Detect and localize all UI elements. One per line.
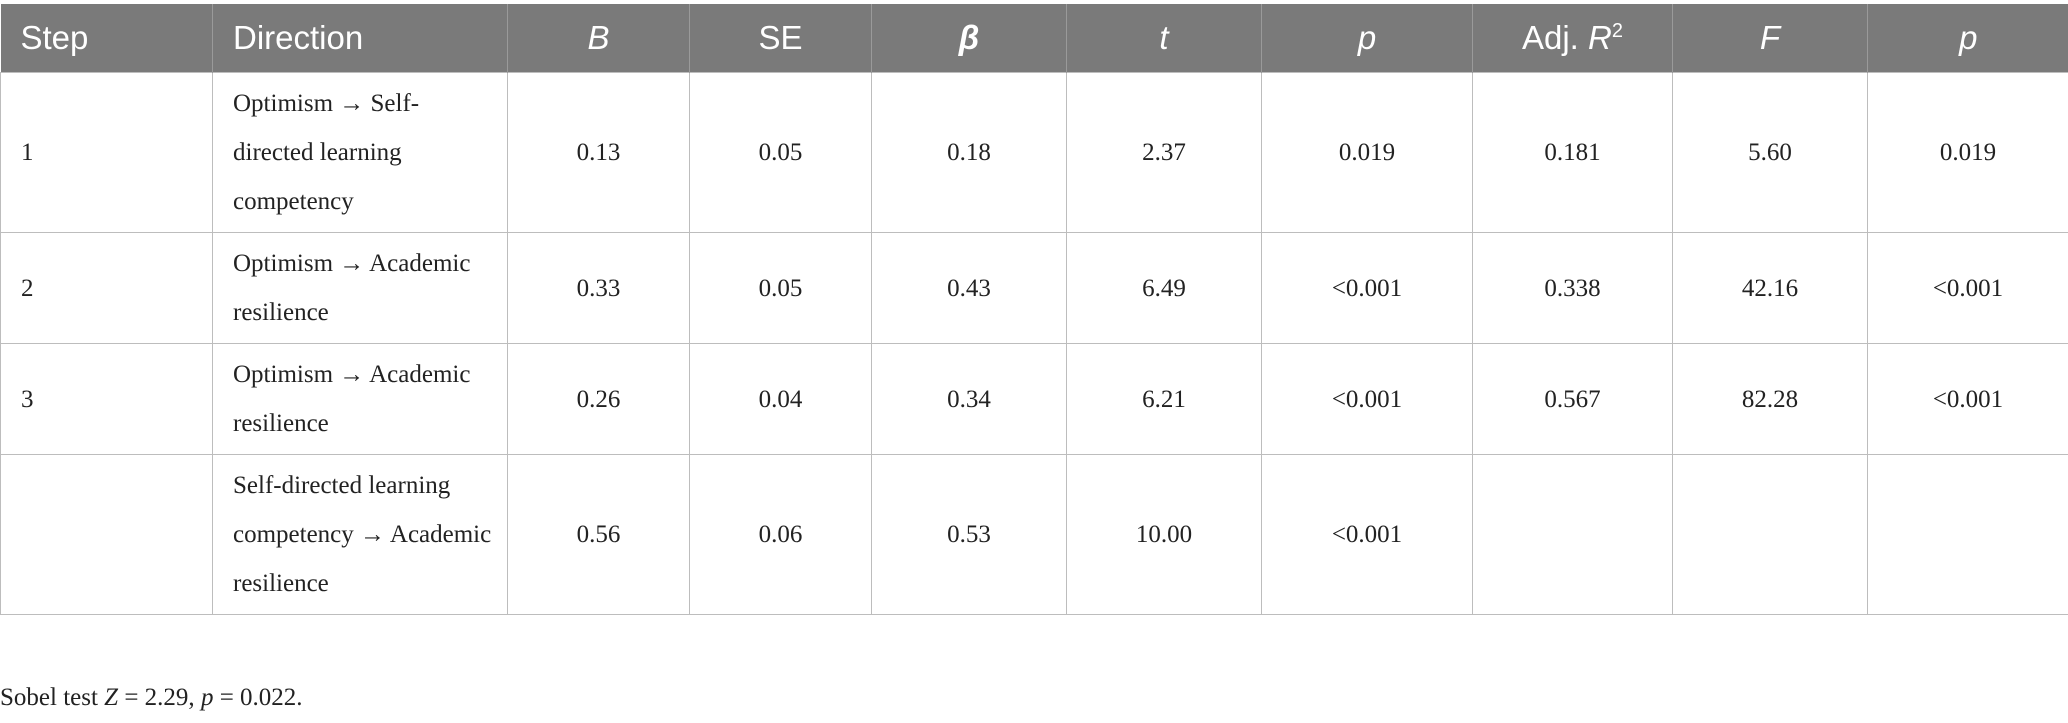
cell-p: 0.019	[1261, 72, 1473, 233]
cell-p: <0.001	[1261, 454, 1473, 615]
header-step: Step	[0, 4, 213, 73]
cell-adj-r2: 0.181	[1472, 72, 1673, 233]
cell-t: 2.37	[1066, 72, 1262, 233]
table-row: 3 Optimism → Academic resilience 0.26 0.…	[0, 343, 2068, 455]
footnote-z-var: Z	[104, 684, 119, 711]
cell-se: 0.05	[689, 72, 872, 233]
cell-f: 42.16	[1672, 232, 1868, 344]
cell-f	[1672, 454, 1868, 615]
header-f: F	[1672, 4, 1868, 73]
cell-b: 0.56	[507, 454, 690, 615]
header-p: p	[1261, 4, 1473, 73]
footnote-p-value: = 0.022.	[213, 684, 303, 711]
footnote-p-var: p	[200, 684, 214, 711]
cell-p: <0.001	[1261, 232, 1473, 344]
cell-direction: Self-directed learning competency → Acad…	[212, 454, 508, 615]
table-body: 1 Optimism → Self-directed learning comp…	[0, 72, 2068, 615]
cell-step: 1	[0, 72, 213, 233]
cell-adj-r2: 0.338	[1472, 232, 1673, 344]
cell-step	[0, 454, 213, 615]
cell-step: 2	[0, 232, 213, 344]
table-row: Self-directed learning competency → Acad…	[0, 454, 2068, 615]
header-p-model: p	[1867, 4, 2068, 73]
cell-beta: 0.53	[871, 454, 1067, 615]
header-t: t	[1066, 4, 1262, 73]
header-adj-r2: Adj. R2	[1472, 4, 1673, 73]
header-row: Step Direction B SE β t p Adj. R2 F p	[0, 4, 2068, 73]
regression-table-container: Step Direction B SE β t p Adj. R2 F p 1 …	[0, 4, 2068, 615]
cell-beta: 0.43	[871, 232, 1067, 344]
cell-adj-r2: 0.567	[1472, 343, 1673, 455]
cell-direction: Optimism → Academic resilience	[212, 232, 508, 344]
cell-se: 0.06	[689, 454, 872, 615]
header-direction: Direction	[212, 4, 508, 73]
cell-p: <0.001	[1261, 343, 1473, 455]
header-se: SE	[689, 4, 872, 73]
table-header: Step Direction B SE β t p Adj. R2 F p	[0, 4, 2068, 73]
cell-p-model: <0.001	[1867, 343, 2068, 455]
table-footnote: Sobel test Z = 2.29, p = 0.022.	[0, 683, 303, 713]
header-beta: β	[871, 4, 1067, 73]
mediation-regression-table: Step Direction B SE β t p Adj. R2 F p 1 …	[0, 4, 2068, 615]
table-row: 2 Optimism → Academic resilience 0.33 0.…	[0, 232, 2068, 344]
cell-b: 0.33	[507, 232, 690, 344]
footnote-z-value: = 2.29,	[118, 684, 201, 711]
cell-t: 6.21	[1066, 343, 1262, 455]
cell-b: 0.13	[507, 72, 690, 233]
cell-p-model	[1867, 454, 2068, 615]
cell-direction: Optimism → Self-directed learning compet…	[212, 72, 508, 233]
cell-f: 5.60	[1672, 72, 1868, 233]
cell-t: 6.49	[1066, 232, 1262, 344]
header-adj-r2-prefix: Adj.	[1521, 19, 1589, 56]
cell-p-model: <0.001	[1867, 232, 2068, 344]
table-row: 1 Optimism → Self-directed learning comp…	[0, 72, 2068, 233]
cell-step: 3	[0, 343, 213, 455]
cell-beta: 0.34	[871, 343, 1067, 455]
cell-adj-r2	[1472, 454, 1673, 615]
cell-f: 82.28	[1672, 343, 1868, 455]
cell-se: 0.04	[689, 343, 872, 455]
cell-b: 0.26	[507, 343, 690, 455]
header-b: B	[507, 4, 690, 73]
header-adj-r2-sup: 2	[1611, 20, 1623, 42]
cell-se: 0.05	[689, 232, 872, 344]
footnote-prefix: Sobel test	[0, 684, 105, 711]
header-adj-r2-var: R	[1588, 19, 1612, 56]
cell-beta: 0.18	[871, 72, 1067, 233]
cell-t: 10.00	[1066, 454, 1262, 615]
cell-direction: Optimism → Academic resilience	[212, 343, 508, 455]
cell-p-model: 0.019	[1867, 72, 2068, 233]
